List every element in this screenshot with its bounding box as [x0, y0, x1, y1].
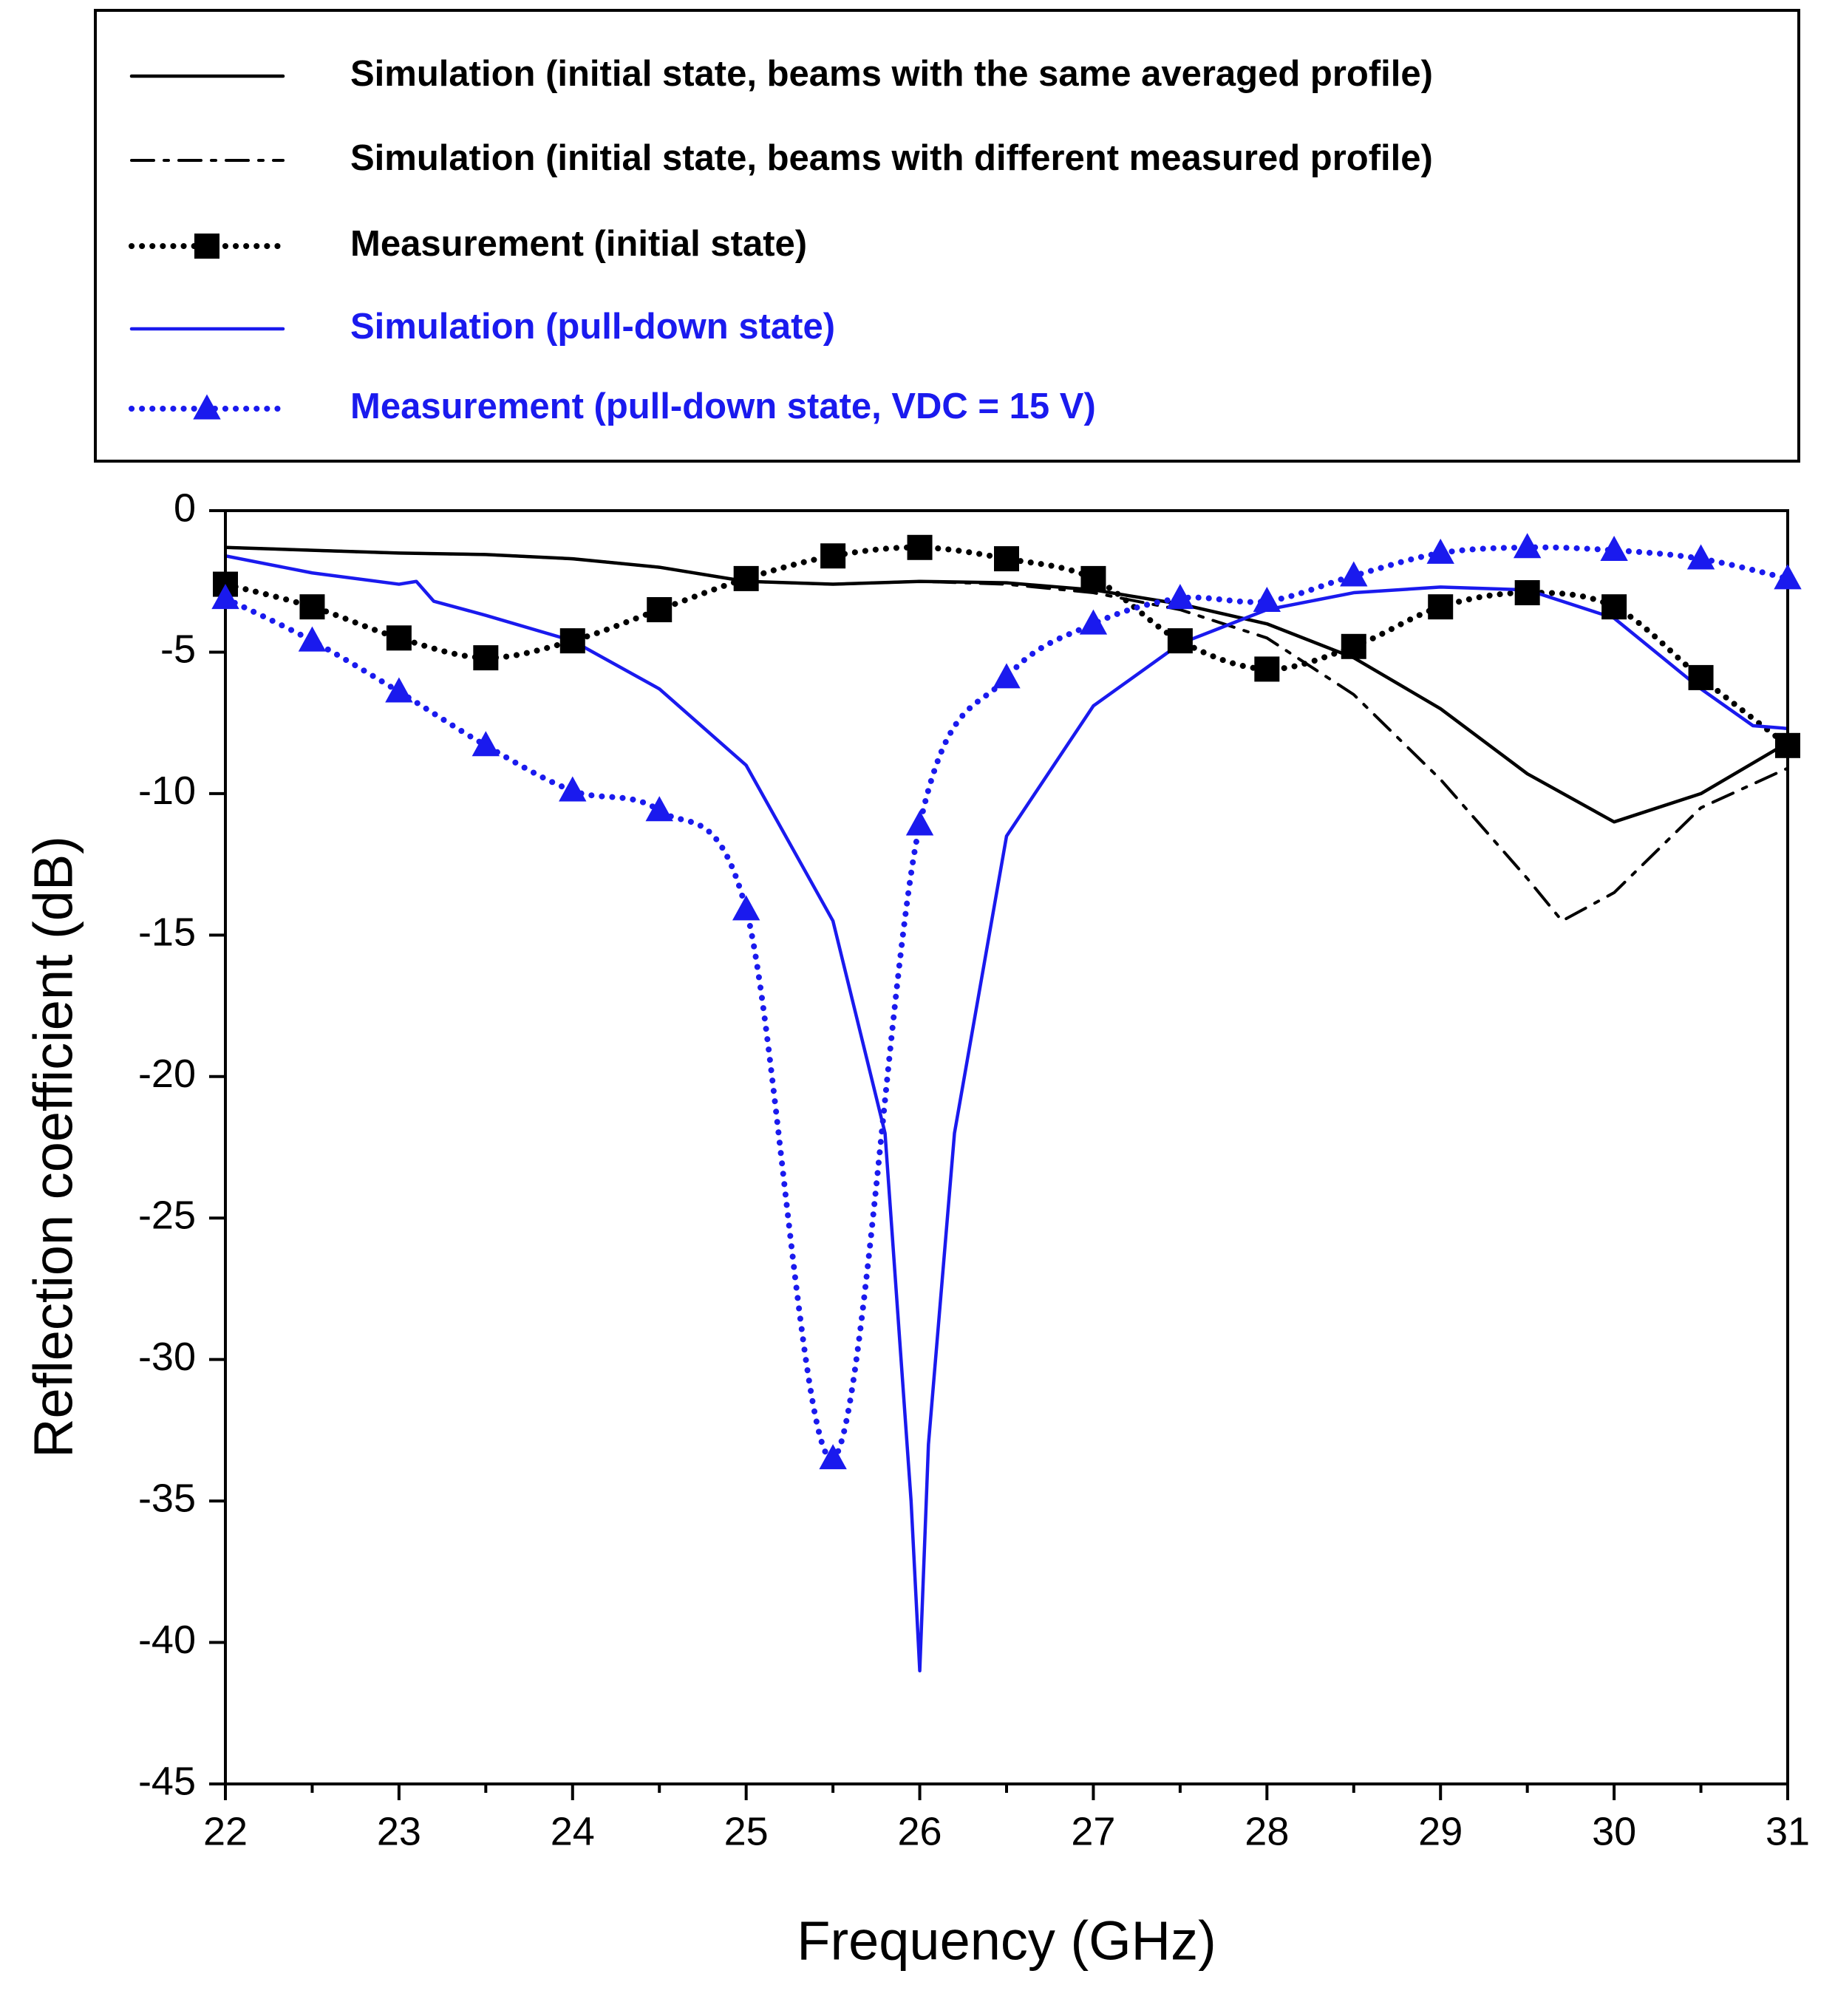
marker-triangle — [1426, 538, 1454, 564]
marker-triangle — [993, 663, 1021, 689]
marker-triangle — [1600, 536, 1628, 562]
marker-square — [1601, 594, 1627, 620]
y-tick-label: -30 — [138, 1335, 196, 1379]
marker-square — [733, 565, 759, 591]
series-line — [225, 545, 1788, 923]
y-tick-label: -25 — [138, 1193, 196, 1237]
marker-square — [1341, 633, 1366, 659]
y-tick-label: -35 — [138, 1476, 196, 1520]
legend-label: Measurement (pull-down state, VDC = 15 V… — [350, 386, 1096, 426]
y-tick-label: -40 — [138, 1618, 196, 1662]
x-axis-title: Frequency (GHz) — [797, 1910, 1216, 1972]
plot-area — [225, 544, 1788, 1673]
marker-square — [1080, 565, 1106, 591]
x-tick-label: 23 — [377, 1809, 421, 1853]
marker-square — [194, 234, 219, 259]
x-tick-label: 22 — [203, 1809, 248, 1853]
marker-triangle — [1166, 584, 1194, 610]
marker-square — [1514, 580, 1540, 606]
marker-triangle — [211, 584, 239, 610]
y-tick-label: -5 — [160, 627, 196, 672]
marker-square — [994, 546, 1019, 572]
marker-triangle — [1774, 564, 1802, 590]
x-tick-label: 29 — [1418, 1809, 1463, 1853]
marker-square — [473, 645, 499, 671]
y-tick-label: -10 — [138, 769, 196, 813]
plot-frame — [224, 509, 1789, 1785]
marker-square — [386, 625, 412, 651]
marker-square — [1688, 664, 1714, 690]
marker-square — [559, 628, 585, 654]
legend-label: Simulation (initial state, beams with th… — [350, 54, 1433, 94]
marker-square — [1775, 732, 1800, 758]
x-tick-label: 31 — [1766, 1809, 1810, 1853]
marker-triangle — [819, 1444, 847, 1470]
marker-triangle — [1079, 609, 1108, 635]
marker-square — [1428, 594, 1454, 620]
y-tick-label: -15 — [138, 910, 196, 955]
marker-triangle — [1340, 561, 1368, 587]
marker-triangle — [298, 626, 327, 652]
legend-box — [94, 9, 1800, 463]
marker-triangle — [559, 776, 587, 802]
y-axis-title: Reflection coefficient (dB) — [23, 836, 84, 1458]
x-tick-label: 27 — [1071, 1809, 1115, 1853]
marker-square — [820, 543, 846, 569]
legend-label: Measurement (initial state) — [350, 224, 807, 264]
y-tick-label: -20 — [138, 1052, 196, 1096]
marker-square — [907, 534, 933, 560]
marker-triangle — [1686, 544, 1715, 570]
series-line — [225, 544, 1788, 1462]
x-tick-label: 28 — [1245, 1809, 1289, 1853]
series-line — [225, 554, 1788, 1673]
marker-triangle — [1253, 586, 1281, 612]
x-tick-label: 26 — [898, 1809, 942, 1853]
x-tick-label: 30 — [1592, 1809, 1636, 1853]
series-line — [225, 544, 1788, 749]
marker-triangle — [1513, 533, 1542, 559]
y-tick-label: -45 — [138, 1759, 196, 1803]
legend-label: Simulation (pull-down state) — [350, 307, 835, 347]
marker-triangle — [193, 394, 221, 420]
x-tick-label: 24 — [551, 1809, 595, 1853]
marker-triangle — [905, 810, 934, 836]
marker-triangle — [732, 895, 760, 921]
marker-square — [1167, 628, 1193, 654]
marker-square — [299, 594, 325, 620]
legend-label: Simulation (initial state, beams with di… — [350, 138, 1433, 178]
x-tick-label: 25 — [724, 1809, 769, 1853]
marker-square — [1254, 656, 1280, 682]
marker-triangle — [645, 796, 673, 822]
y-tick-label: 0 — [174, 486, 196, 530]
series-line — [225, 545, 1788, 824]
marker-triangle — [471, 731, 500, 757]
marker-triangle — [385, 677, 413, 703]
marker-square — [647, 597, 673, 623]
